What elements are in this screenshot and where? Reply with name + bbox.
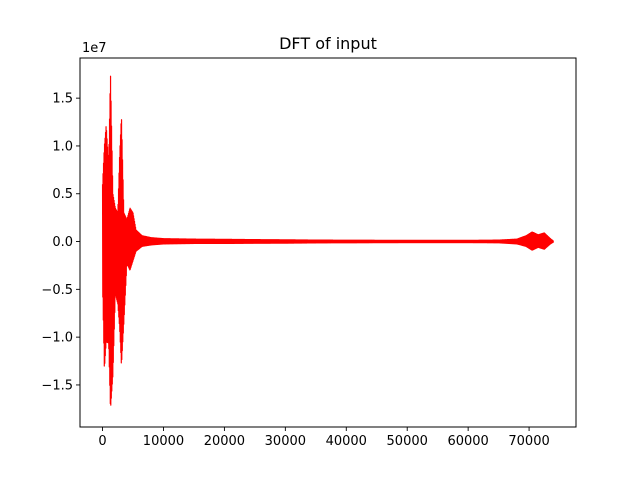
x-tick-label: 70000 <box>508 434 549 449</box>
y-tick-label: 1.0 <box>52 139 73 154</box>
x-tick-label: 50000 <box>387 434 428 449</box>
x-axis: 0 10000 20000 30000 40000 50000 60000 70000 <box>98 427 550 449</box>
y-tick-label: 0.0 <box>52 235 73 250</box>
x-tick-label: 60000 <box>447 434 488 449</box>
y-scale-label: 1e7 <box>82 41 107 56</box>
x-tick-label: 40000 <box>326 434 367 449</box>
y-tick-label: −1.0 <box>41 331 73 346</box>
x-tick-label: 30000 <box>265 434 306 449</box>
x-tick-label: 20000 <box>204 434 245 449</box>
series-layer <box>101 75 555 406</box>
chart-title: DFT of input <box>279 34 377 53</box>
y-axis: −1.5 −1.0 −0.5 0.0 0.5 1.0 1.5 <box>41 92 80 393</box>
plot-area <box>79 57 577 428</box>
y-tick-label: 0.5 <box>52 187 73 202</box>
y-tick-label: −1.5 <box>41 378 73 393</box>
x-tick-label: 0 <box>98 434 106 449</box>
series-line <box>101 75 555 406</box>
y-tick-label: 1.5 <box>52 92 73 107</box>
x-tick-label: 10000 <box>143 434 184 449</box>
y-tick-label: −0.5 <box>41 283 73 298</box>
axes-frame <box>79 57 577 428</box>
